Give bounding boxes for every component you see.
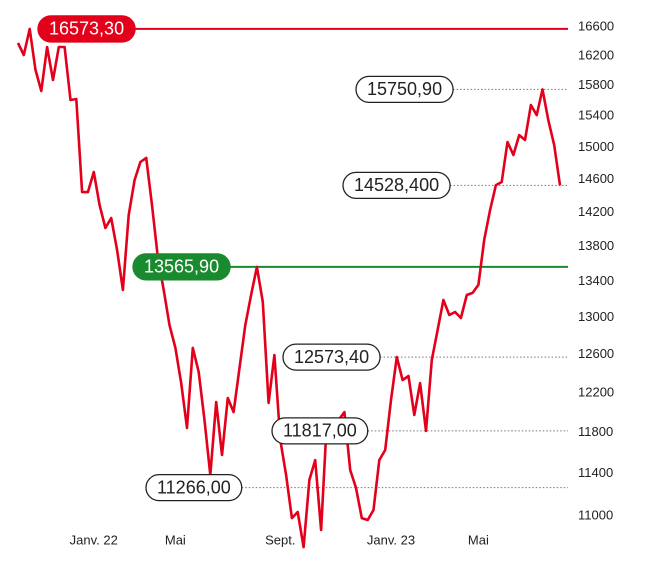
annotation-label: 12573,40 bbox=[294, 347, 369, 367]
x-tick-label: Sept. bbox=[265, 532, 295, 547]
annotation-box bbox=[271, 417, 369, 445]
y-tick-label: 13000 bbox=[578, 309, 614, 324]
y-tick-label: 13400 bbox=[578, 273, 614, 288]
y-tick-label: 15000 bbox=[578, 139, 614, 154]
price-line bbox=[16, 27, 562, 549]
annotation-label: 14528,400 bbox=[354, 175, 439, 195]
annotation-box bbox=[282, 343, 381, 371]
annotation-label: 11817,00 bbox=[283, 421, 357, 441]
annotation: 13565,90 bbox=[132, 253, 231, 281]
annotation: 12573,40 bbox=[282, 343, 381, 371]
annotation: 14528,400 bbox=[342, 171, 451, 200]
annotation-label: 15750,90 bbox=[367, 79, 442, 99]
annotation: 11817,00 bbox=[271, 417, 369, 445]
annotation: 16573,30 bbox=[37, 15, 136, 43]
y-tick-label: 16200 bbox=[578, 47, 614, 62]
annotation-box bbox=[37, 15, 136, 43]
annotation-box bbox=[145, 473, 243, 502]
annotation-label: 13565,90 bbox=[144, 257, 219, 277]
y-tick-label: 16600 bbox=[578, 18, 614, 33]
y-tick-label: 11400 bbox=[578, 465, 613, 480]
annotation-box bbox=[355, 75, 454, 104]
annotation-box bbox=[132, 253, 231, 281]
y-tick-label: 14200 bbox=[578, 204, 614, 219]
y-tick-label: 11000 bbox=[578, 507, 613, 522]
y-tick-label: 15400 bbox=[578, 108, 614, 123]
y-tick-label: 14600 bbox=[578, 171, 614, 186]
y-tick-label: 12600 bbox=[578, 346, 614, 361]
y-tick-label: 15800 bbox=[578, 77, 614, 92]
x-tick-label: Janv. 22 bbox=[70, 532, 118, 547]
annotation: 15750,90 bbox=[355, 75, 454, 104]
annotation-box bbox=[342, 171, 451, 200]
annotation-label: 16573,30 bbox=[49, 19, 124, 39]
x-tick-label: Mai bbox=[165, 532, 186, 547]
x-tick-label: Mai bbox=[468, 532, 489, 547]
annotation: 11266,00 bbox=[145, 473, 243, 502]
annotation-label: 11266,00 bbox=[157, 477, 231, 497]
y-tick-label: 11800 bbox=[578, 424, 613, 439]
y-tick-label: 13800 bbox=[578, 238, 614, 253]
x-tick-label: Janv. 23 bbox=[367, 532, 415, 547]
y-tick-label: 12200 bbox=[578, 384, 614, 399]
